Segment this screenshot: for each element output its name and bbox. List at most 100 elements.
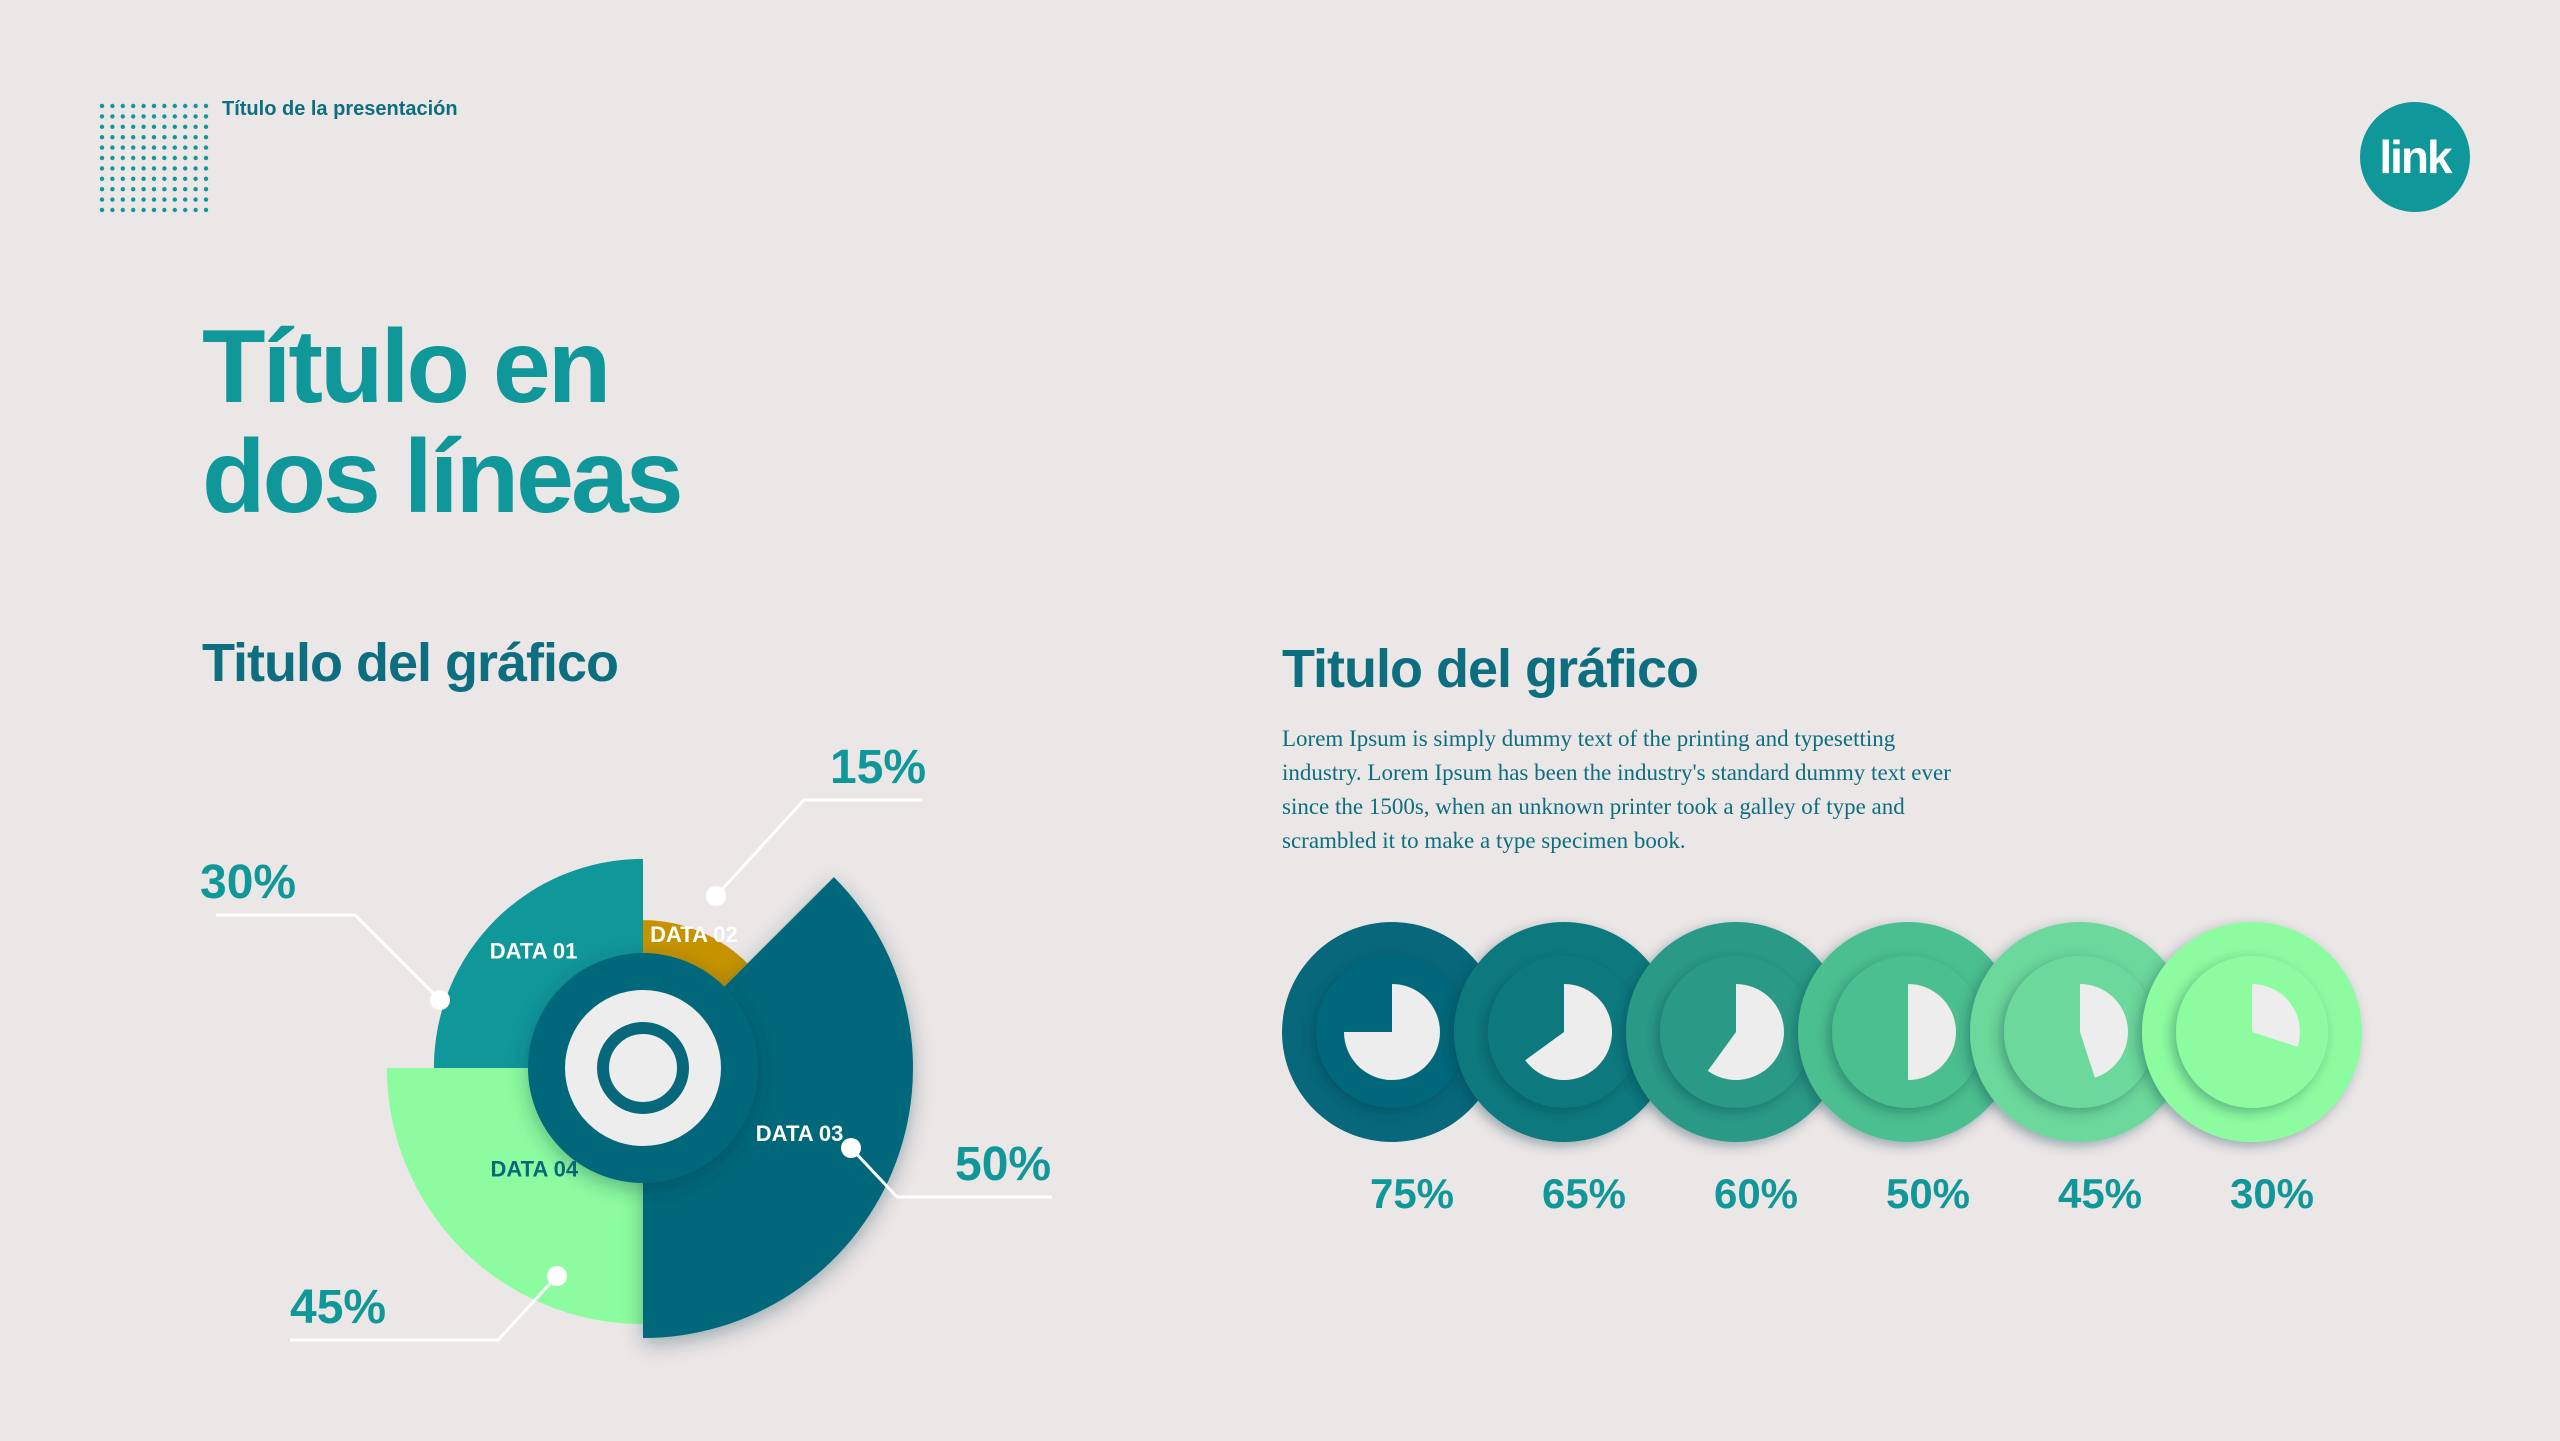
dot bbox=[193, 207, 198, 213]
dot bbox=[110, 135, 115, 140]
dot bbox=[203, 166, 209, 171]
dot bbox=[183, 197, 188, 202]
progress-pie bbox=[1525, 984, 1612, 1080]
dot bbox=[141, 124, 146, 129]
dot bbox=[183, 176, 188, 181]
leader-dot bbox=[547, 1266, 567, 1286]
slice-label: DATA 04 bbox=[491, 1157, 579, 1182]
leader-dot bbox=[841, 1138, 861, 1158]
dot bbox=[99, 114, 105, 119]
dot bbox=[203, 114, 209, 119]
dot bbox=[120, 114, 125, 119]
dot bbox=[162, 124, 167, 129]
dot bbox=[162, 155, 167, 161]
dot bbox=[110, 207, 115, 213]
dot bbox=[131, 197, 136, 202]
dot bbox=[162, 166, 167, 171]
dot bbox=[99, 187, 105, 192]
dot bbox=[141, 176, 146, 181]
dot bbox=[172, 166, 177, 171]
dot bbox=[110, 197, 115, 202]
dot bbox=[110, 166, 115, 171]
percent-label: 30% bbox=[200, 856, 296, 909]
dot bbox=[120, 124, 125, 129]
dot bbox=[193, 135, 198, 140]
center-ring bbox=[597, 1022, 689, 1114]
dot bbox=[141, 197, 146, 202]
leader-dot bbox=[430, 990, 450, 1010]
dot-grid-decoration bbox=[99, 103, 209, 213]
dot bbox=[120, 207, 125, 213]
dot bbox=[110, 114, 115, 119]
leader-line bbox=[714, 798, 922, 898]
dot bbox=[203, 197, 209, 202]
chart-2-title: Titulo del gráfico bbox=[1282, 639, 1699, 699]
dot bbox=[193, 176, 198, 181]
dot bbox=[193, 145, 198, 150]
progress-value: 30% bbox=[2230, 1170, 2314, 1217]
dot bbox=[151, 103, 157, 109]
dot bbox=[141, 166, 146, 171]
dot bbox=[203, 135, 209, 140]
dot bbox=[193, 197, 198, 202]
dot bbox=[110, 176, 115, 181]
dot bbox=[120, 145, 125, 150]
progress-circle bbox=[1970, 922, 2190, 1142]
dot bbox=[203, 145, 209, 150]
dot bbox=[172, 187, 177, 192]
progress-value: 65% bbox=[1542, 1170, 1626, 1217]
rose-chart: DATA 01 DATA 02 DATA 03 DATA 04 30% 15% 50% 45% bbox=[200, 741, 1052, 1342]
dot bbox=[193, 124, 198, 129]
page-title-line-1: Título en bbox=[202, 309, 611, 425]
dot bbox=[183, 103, 188, 109]
dot bbox=[162, 103, 167, 109]
dot bbox=[131, 124, 136, 129]
dot bbox=[193, 187, 198, 192]
dot bbox=[172, 207, 177, 213]
dot bbox=[151, 114, 157, 119]
progress-value: 45% bbox=[2058, 1170, 2142, 1217]
dot bbox=[141, 207, 146, 213]
dot bbox=[120, 103, 125, 109]
dot bbox=[131, 135, 136, 140]
dot bbox=[141, 103, 146, 109]
dot bbox=[110, 124, 115, 129]
dot bbox=[172, 145, 177, 150]
dot bbox=[151, 187, 157, 192]
dot bbox=[99, 176, 105, 181]
dot bbox=[203, 155, 209, 161]
dot bbox=[131, 187, 136, 192]
dot bbox=[99, 135, 105, 140]
dot bbox=[203, 176, 209, 181]
dot bbox=[183, 145, 188, 150]
progress-value: 60% bbox=[1714, 1170, 1798, 1217]
slice-label: DATA 01 bbox=[490, 939, 578, 964]
slice-data-03 bbox=[643, 877, 914, 1338]
center-ring-outer bbox=[565, 990, 721, 1146]
chart-1-title: Titulo del gráfico bbox=[202, 633, 619, 693]
dot bbox=[99, 145, 105, 150]
dot bbox=[172, 135, 177, 140]
progress-circle bbox=[2142, 922, 2362, 1142]
slice-label: DATA 02 bbox=[650, 922, 738, 947]
dot bbox=[151, 197, 157, 202]
dot bbox=[151, 135, 157, 140]
dot bbox=[172, 155, 177, 161]
dot bbox=[193, 166, 198, 171]
dot bbox=[172, 103, 177, 109]
percent-label: 45% bbox=[290, 1281, 386, 1334]
dot bbox=[99, 207, 105, 213]
dot bbox=[183, 135, 188, 140]
dot bbox=[131, 166, 136, 171]
dot bbox=[183, 187, 188, 192]
dot bbox=[110, 145, 115, 150]
dot bbox=[120, 166, 125, 171]
dot bbox=[131, 176, 136, 181]
progress-pie bbox=[1344, 984, 1440, 1080]
progress-circle bbox=[1454, 922, 1674, 1142]
progress-value: 50% bbox=[1886, 1170, 1970, 1217]
percent-label: 50% bbox=[955, 1138, 1051, 1191]
leader-line bbox=[290, 1274, 559, 1342]
dot bbox=[162, 145, 167, 150]
dot bbox=[151, 166, 157, 171]
